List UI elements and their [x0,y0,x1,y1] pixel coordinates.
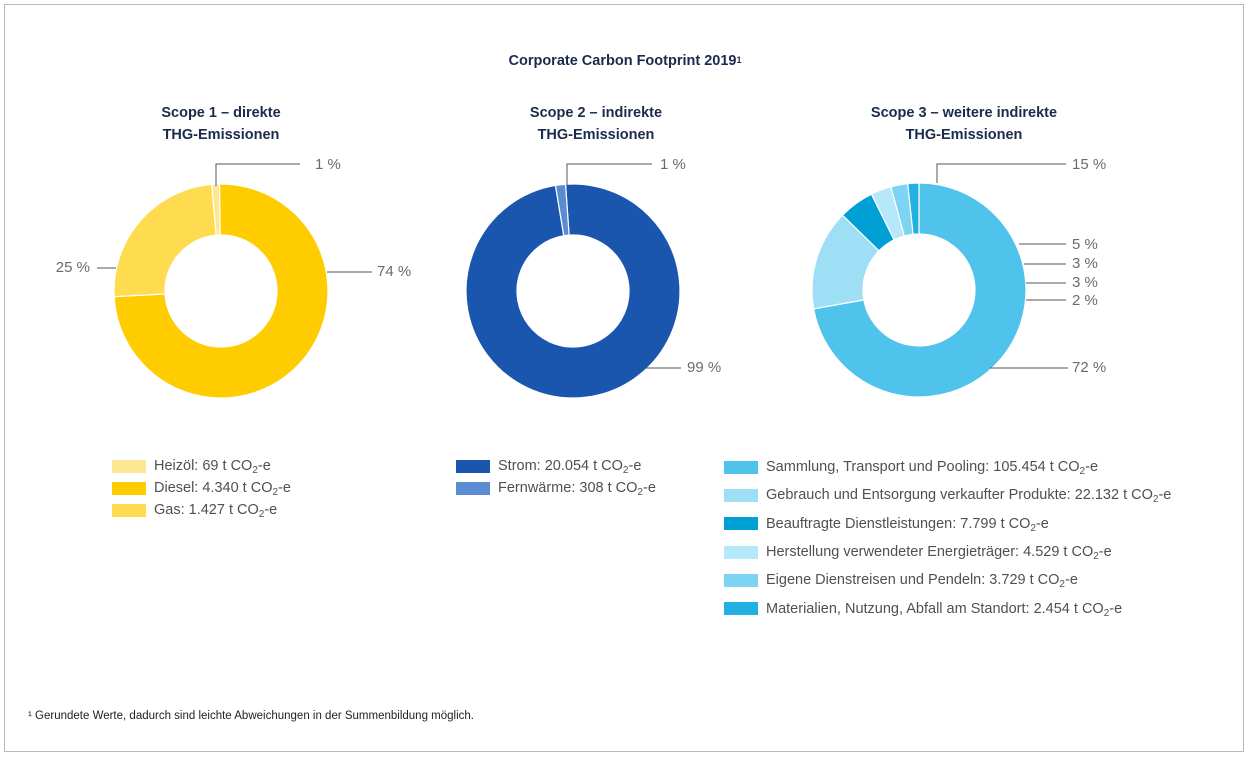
scope1-legend-item: Gas: 1.427 t CO2-e [112,499,291,521]
legend-label: Fernwärme: 308 t CO2-e [498,480,656,498]
scope3-percent-label-3: 5 % [1072,236,1098,253]
scope3-slice-1 [812,182,1027,398]
scope3-legend-item: Gebrauch und Entsorgung verkaufter Produ… [724,481,1171,509]
legend-swatch [724,460,758,474]
scope2-donut [465,183,681,399]
scope2-leader-line-2 [566,163,652,186]
scope3-legend-item: Sammlung, Transport und Pooling: 105.454… [724,453,1171,481]
legend-label: Diesel: 4.340 t CO2-e [154,480,291,498]
scope3-legend-item: Herstellung verwendeter Energieträger: 4… [724,538,1171,566]
legend-swatch [724,602,758,616]
scope2-percent-label-2: 1 % [660,156,686,173]
scope1-legend: Heizöl: 69 t CO2-e Diesel: 4.340 t CO2-e G… [112,455,291,521]
scope3-percent-label-2: 15 % [1072,156,1106,173]
legend-swatch [456,459,490,473]
scope2-title-line1: Scope 2 – indirekte [529,105,663,121]
scope3-donut [811,182,1027,398]
scope1-title-line1: Scope 1 – direkte [161,105,281,121]
scope3-percent-label-4: 3 % [1072,255,1098,272]
scope2-slice-1 [465,183,681,399]
scope3-legend-item: Beauftragte Dienstleistungen: 7.799 t CO… [724,510,1171,538]
scope2-slice-2 [554,183,570,237]
scope3-legend-item: Materialien, Nutzung, Abfall am Standort… [724,594,1171,622]
legend-swatch [112,459,146,473]
legend-label: Gebrauch und Entsorgung verkaufter Produ… [766,487,1172,506]
chart-title: Corporate Carbon Footprint 20191 [508,53,742,69]
scope3-legend-item: Eigene Dienstreisen und Pendeln: 3.729 t… [724,566,1171,594]
scope2-title: Scope 2 – indirekte THG-Emissionen [446,102,746,146]
legend-label: Sammlung, Transport und Pooling: 105.454… [766,459,1099,478]
scope1-percent-label-3: 25 % [56,259,90,276]
scope3-title-line2: THG-Emissionen [905,127,1023,143]
scope2-legend-item: Fernwärme: 308 t CO2-e [456,477,656,499]
scope3-percent-label-6: 2 % [1072,292,1098,309]
legend-swatch [724,517,758,531]
scope2-legend: Strom: 20.054 t CO2-e Fernwärme: 308 t CO… [456,455,656,499]
legend-label: Beauftragte Dienstleistungen: 7.799 t CO… [766,515,1049,534]
scope1-slice-2 [113,183,329,399]
scope1-legend-item: Diesel: 4.340 t CO2-e [112,477,291,499]
legend-label: Gas: 1.427 t CO2-e [154,502,278,520]
scope2-percent-label-1: 99 % [687,359,721,376]
legend-swatch [724,573,758,587]
scope1-title-line2: THG-Emissionen [162,127,280,143]
legend-label: Eigene Dienstreisen und Pendeln: 3.729 t… [766,572,1078,591]
scope1-donut [113,183,329,399]
legend-swatch [456,481,490,495]
scope1-title: Scope 1 – direkte THG-Emissionen [71,102,371,146]
scope1-percent-label-1: 1 % [315,156,341,173]
scope1-slice-3 [113,183,217,298]
scope3-title-line1: Scope 3 – weitere indirekte [870,105,1058,121]
scope3-leader-line-2 [936,163,1066,183]
legend-label: Heizöl: 69 t CO2-e [154,458,271,476]
legend-label: Strom: 20.054 t CO2-e [498,458,642,476]
footnote: ¹ Gerundete Werte, dadurch sind leichte … [28,710,474,722]
scope3-percent-label-5: 3 % [1072,274,1098,291]
legend-swatch [112,503,146,517]
scope2-legend-item: Strom: 20.054 t CO2-e [456,455,656,477]
legend-label: Materialien, Nutzung, Abfall am Standort… [766,600,1123,619]
scope3-percent-label-1: 72 % [1072,359,1106,376]
scope1-leader-line-1 [215,163,300,186]
scope3-slice-6 [907,182,920,235]
scope2-title-line2: THG-Emissionen [537,127,655,143]
legend-swatch [724,545,758,559]
scope1-percent-label-2: 74 % [377,263,411,280]
scope3-legend: Sammlung, Transport und Pooling: 105.454… [724,453,1171,623]
legend-swatch [112,481,146,495]
legend-swatch [724,488,758,502]
scope1-legend-item: Heizöl: 69 t CO2-e [112,455,291,477]
legend-label: Herstellung verwendeter Energieträger: 4… [766,544,1112,563]
scope3-title: Scope 3 – weitere indirekte THG-Emission… [814,102,1114,146]
